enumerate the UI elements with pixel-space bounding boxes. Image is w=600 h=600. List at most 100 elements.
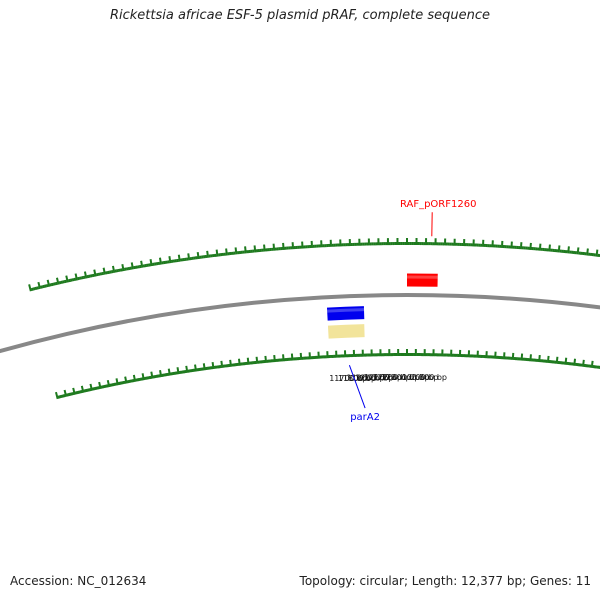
- major-tick: [538, 354, 541, 363]
- minor-tick: [80, 389, 83, 394]
- minor-tick: [156, 374, 159, 378]
- minor-tick: [97, 386, 100, 390]
- minor-tick: [130, 379, 133, 383]
- major-tick: [586, 248, 589, 256]
- major-tick: [520, 353, 524, 361]
- major-tick: [37, 281, 42, 290]
- minor-tick: [140, 377, 144, 381]
- minor-tick: [144, 263, 148, 268]
- major-tick: [272, 243, 276, 251]
- minor-tick: [144, 376, 147, 381]
- minor-tick: [95, 386, 99, 390]
- major-tick: [576, 247, 580, 255]
- map-title: Rickettsia africae ESF-5 plasmid pRAF, c…: [109, 8, 491, 23]
- minor-tick: [126, 380, 130, 384]
- minor-tick: [114, 382, 118, 386]
- major-tick: [159, 370, 163, 378]
- minor-tick: [30, 287, 34, 291]
- minor-tick: [123, 267, 127, 271]
- major-tick: [206, 250, 210, 258]
- minor-tick: [62, 280, 66, 284]
- minor-tick: [53, 282, 56, 286]
- minor-tick: [60, 280, 64, 284]
- minor-tick: [88, 274, 92, 278]
- minor-tick: [55, 281, 58, 286]
- major-tick: [573, 358, 577, 366]
- major-tick: [196, 251, 200, 260]
- minor-tick: [81, 276, 84, 280]
- major-tick: [130, 262, 134, 270]
- minor-tick: [79, 276, 82, 280]
- sequence-summary: Topology: circular; Length: 12,377 bp; G…: [299, 574, 591, 588]
- minor-tick: [78, 390, 81, 394]
- minor-tick: [100, 385, 104, 389]
- major-tick: [55, 277, 60, 285]
- major-tick: [557, 245, 561, 253]
- minor-tick: [66, 393, 69, 397]
- major-tick: [564, 357, 568, 365]
- major-tick: [291, 242, 295, 250]
- major-tick: [555, 356, 559, 364]
- major-tick: [529, 242, 532, 250]
- major-tick: [253, 245, 257, 253]
- minor-tick: [64, 279, 67, 284]
- major-tick: [98, 381, 102, 390]
- major-tick: [519, 242, 523, 250]
- major-tick: [290, 353, 294, 361]
- position-label: 12100 bp: [364, 373, 402, 382]
- minor-tick: [99, 272, 103, 276]
- position-label: 12000 bp: [355, 373, 393, 382]
- major-tick: [150, 371, 154, 379]
- minor-tick: [77, 276, 80, 281]
- minor-tick: [83, 389, 87, 393]
- minor-tick: [73, 277, 77, 282]
- major-tick: [511, 352, 515, 360]
- minor-tick: [121, 381, 125, 385]
- major-tick: [93, 269, 97, 277]
- minor-tick: [110, 270, 114, 274]
- major-tick: [194, 364, 198, 372]
- major-tick: [234, 247, 238, 255]
- major-tick: [72, 387, 76, 395]
- major-tick: [237, 358, 241, 366]
- major-tick: [102, 267, 106, 275]
- gene-label-para2: parA2: [350, 412, 380, 423]
- minor-tick: [135, 265, 138, 269]
- minor-tick: [34, 286, 38, 291]
- major-tick: [220, 360, 224, 368]
- major-tick: [149, 259, 153, 267]
- minor-tick: [32, 287, 36, 291]
- minor-tick: [148, 263, 151, 267]
- minor-tick: [90, 274, 93, 278]
- major-tick: [167, 368, 171, 376]
- major-tick: [63, 389, 68, 398]
- major-tick: [132, 374, 137, 382]
- minor-tick: [135, 378, 138, 382]
- minor-tick: [42, 284, 45, 289]
- minor-tick: [129, 266, 133, 270]
- major-tick: [140, 260, 144, 268]
- minor-tick: [92, 387, 95, 391]
- minor-tick: [123, 380, 126, 385]
- minor-tick: [69, 278, 73, 282]
- minor-tick: [62, 394, 66, 398]
- minor-tick: [76, 390, 80, 395]
- minor-tick: [105, 271, 108, 275]
- major-tick: [202, 363, 206, 371]
- minor-tick: [137, 378, 140, 382]
- minor-tick: [71, 278, 75, 282]
- position-label: 12300 bp: [381, 373, 419, 382]
- minor-tick: [133, 265, 136, 270]
- major-tick: [264, 355, 268, 363]
- minor-tick: [49, 283, 53, 287]
- gene-labels: RAF_pORF1260 parA2: [348, 199, 476, 423]
- minor-tick: [104, 384, 107, 388]
- major-tick: [273, 354, 276, 363]
- accession-label: Accession: NC_012634: [10, 574, 147, 588]
- minor-tick: [92, 273, 95, 278]
- major-tick: [590, 360, 594, 368]
- minor-tick: [146, 263, 149, 267]
- position-label: 300 bp: [419, 373, 447, 382]
- major-tick: [538, 243, 542, 251]
